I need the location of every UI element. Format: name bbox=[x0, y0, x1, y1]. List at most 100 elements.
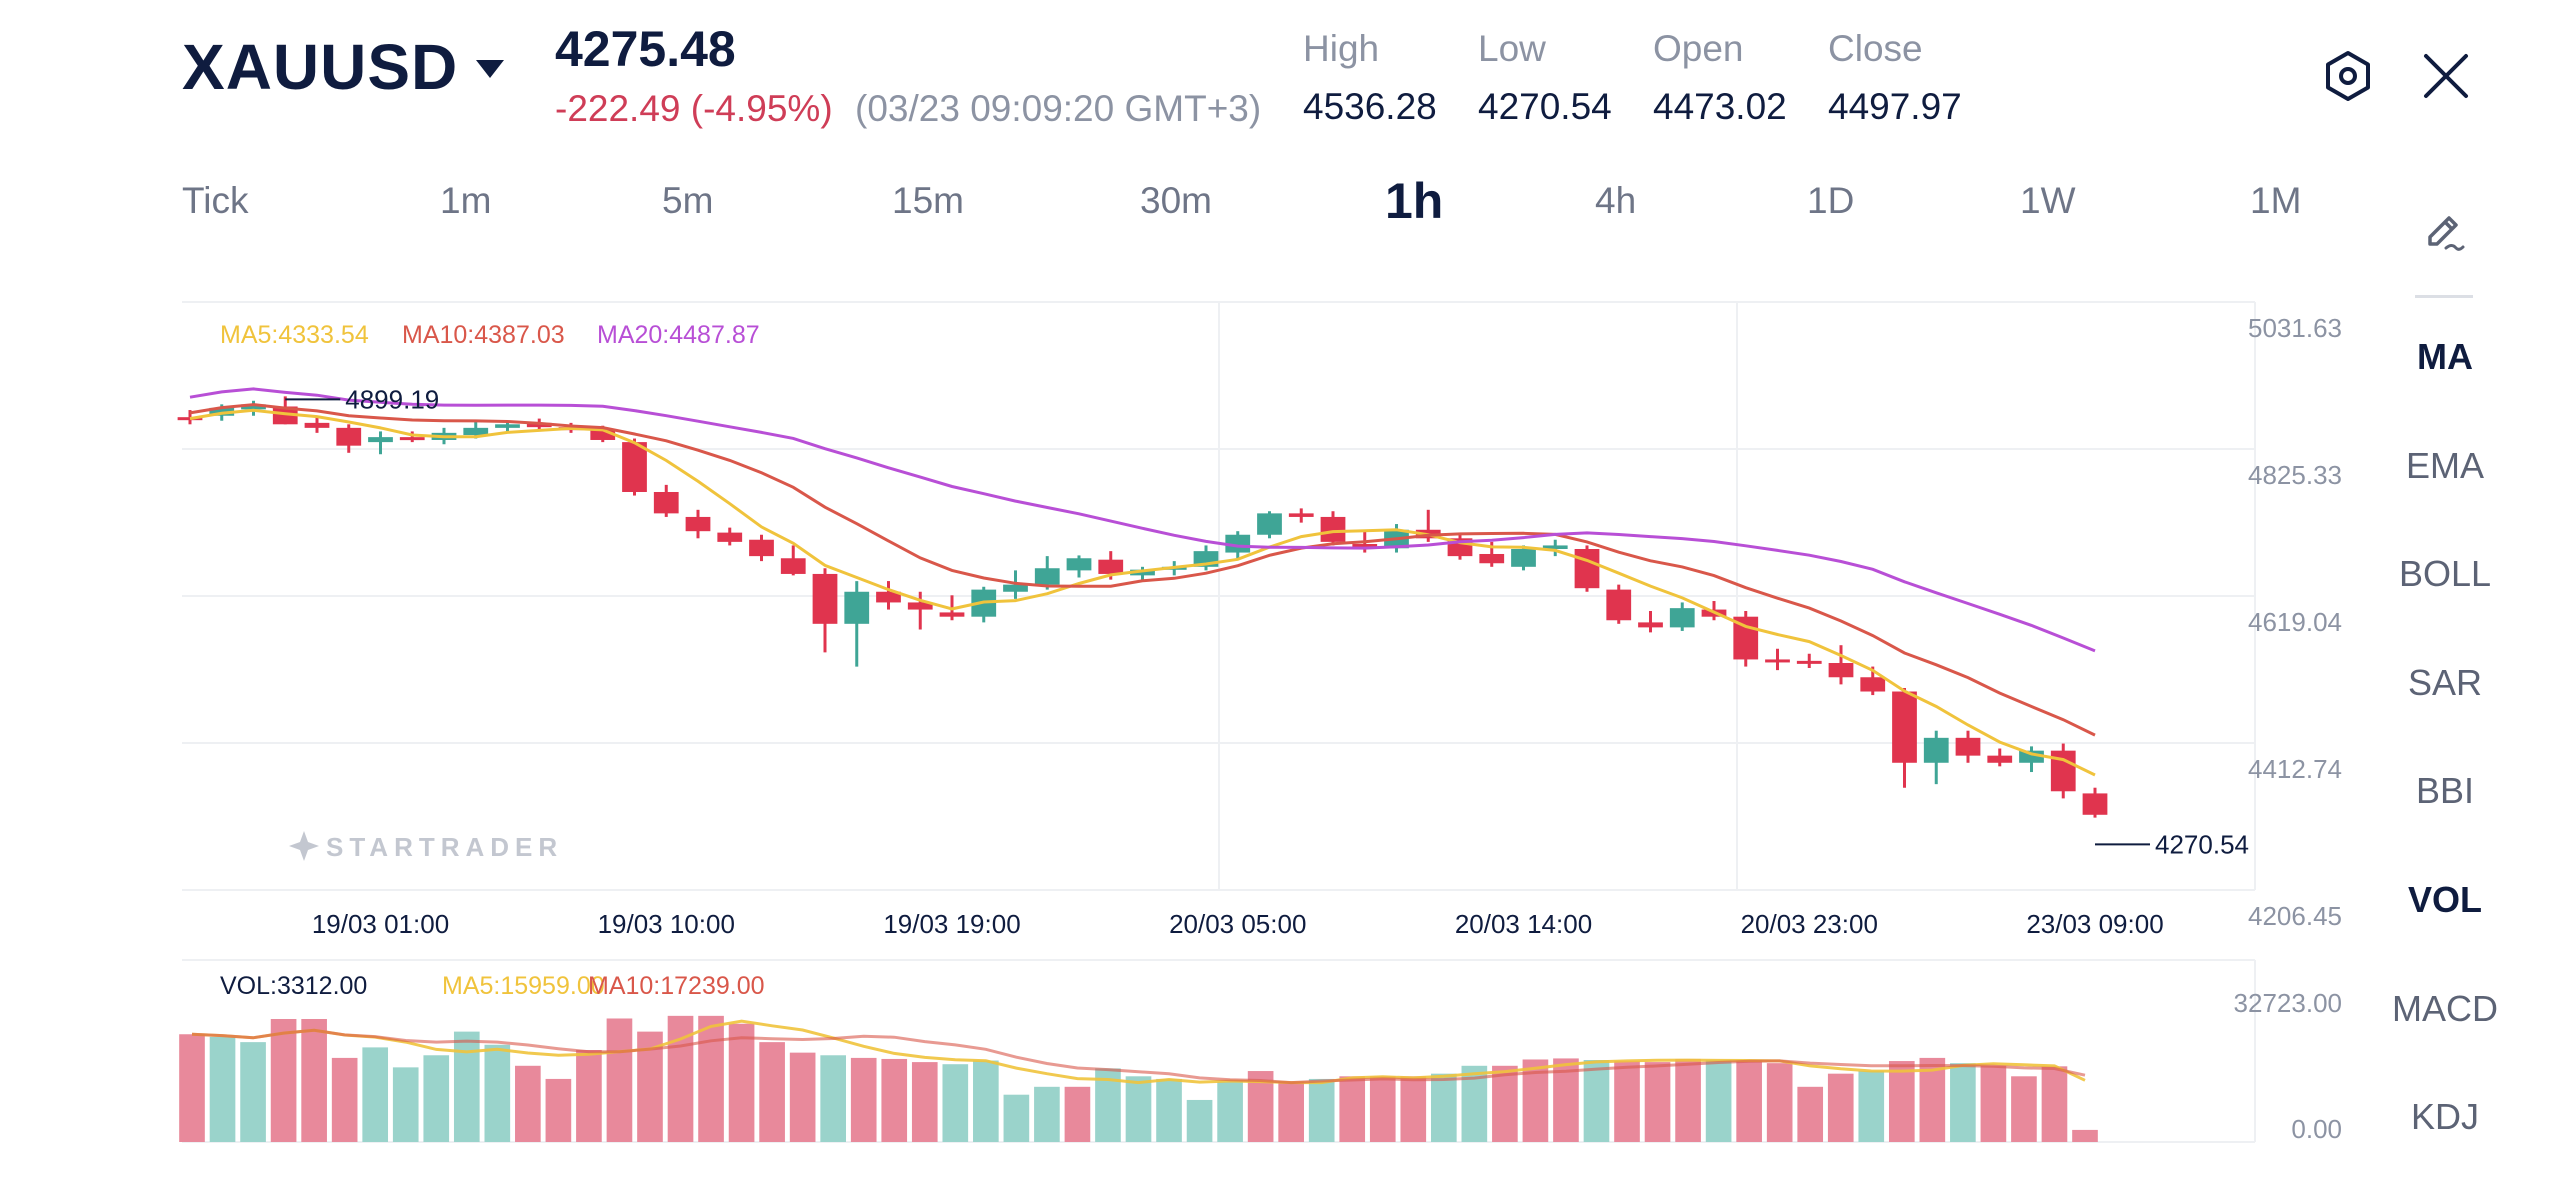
close-icon[interactable] bbox=[2422, 52, 2470, 100]
candle-body bbox=[1034, 568, 1060, 585]
volume-bar bbox=[1736, 1060, 1762, 1142]
volume-axis: 32723.00 0.00 bbox=[2234, 988, 2342, 1144]
tab-4h[interactable]: 4h bbox=[1595, 180, 1637, 221]
volume-bar bbox=[759, 1042, 785, 1142]
volume-bar bbox=[423, 1055, 450, 1142]
volume-bar bbox=[1583, 1060, 1610, 1142]
volume-bar bbox=[1339, 1076, 1366, 1142]
volume-bar bbox=[1614, 1061, 1640, 1142]
candle-body bbox=[336, 427, 362, 446]
candle-body bbox=[1098, 559, 1124, 574]
volume-bar bbox=[1400, 1076, 1427, 1142]
tab-1w[interactable]: 1W bbox=[2020, 180, 2076, 221]
indicator-ma[interactable]: MA bbox=[2417, 336, 2473, 377]
volume-bar bbox=[973, 1060, 999, 1142]
volume-bar bbox=[1034, 1086, 1060, 1142]
volume-bar bbox=[1125, 1076, 1152, 1142]
legend-vol-ma5: MA5:15959.00 bbox=[442, 972, 605, 1000]
tab-1mo[interactable]: 1M bbox=[2250, 180, 2302, 221]
volume-bar bbox=[606, 1018, 633, 1142]
volume-bar bbox=[1186, 1099, 1213, 1142]
candle-body bbox=[1765, 659, 1790, 663]
max-label: 4899.19 bbox=[345, 384, 439, 414]
price-tick-label: 4619.04 bbox=[2248, 607, 2342, 637]
legend-vol-ma10: MA10:17239.00 bbox=[588, 972, 765, 1000]
time-tick-label: 20/03 23:00 bbox=[1741, 909, 1878, 939]
tab-15m[interactable]: 15m bbox=[892, 180, 964, 221]
tab-1h[interactable]: 1h bbox=[1385, 173, 1444, 229]
volume-bar bbox=[1308, 1078, 1335, 1142]
volume-bar bbox=[209, 1036, 236, 1142]
volume-bar bbox=[850, 1057, 877, 1142]
stat-high-label: High bbox=[1303, 28, 1380, 69]
volume-bar bbox=[1888, 1061, 1915, 1142]
tab-30m[interactable]: 30m bbox=[1140, 180, 1212, 221]
candle-body bbox=[1638, 622, 1663, 628]
volume-bar bbox=[1919, 1057, 1946, 1142]
current-price: 4275.48 bbox=[555, 21, 736, 77]
indicator-sar[interactable]: SAR bbox=[2407, 662, 2483, 703]
settings-icon[interactable] bbox=[2322, 50, 2374, 102]
indicator-bbi[interactable]: BBI bbox=[2415, 770, 2475, 811]
draw-pencil-icon[interactable] bbox=[2422, 210, 2466, 254]
candle-body bbox=[1288, 513, 1314, 517]
ma10-line bbox=[189, 403, 2096, 737]
candle-body bbox=[622, 442, 647, 492]
volume-bar bbox=[1156, 1078, 1182, 1142]
indicator-macd[interactable]: MACD bbox=[2392, 988, 2498, 1029]
candle-body bbox=[1130, 569, 1155, 576]
price-tick-label: 5031.63 bbox=[2248, 313, 2342, 343]
indicator-ema[interactable]: EMA bbox=[2405, 445, 2484, 486]
candles bbox=[177, 396, 2108, 818]
candle-body bbox=[2082, 793, 2108, 815]
volume-bar bbox=[789, 1052, 816, 1142]
volume-bar bbox=[698, 1015, 724, 1142]
volume-bar bbox=[1064, 1086, 1091, 1142]
indicator-boll[interactable]: BOLL bbox=[2398, 553, 2492, 594]
price-tick-label: 4412.74 bbox=[2248, 754, 2342, 784]
sidebar-divider bbox=[2415, 295, 2473, 298]
volume-bar bbox=[576, 1050, 602, 1142]
volume-bar bbox=[1858, 1071, 1885, 1142]
tab-tick[interactable]: Tick bbox=[182, 180, 249, 221]
volume-bar bbox=[484, 1044, 511, 1142]
symbol-name: XAUUSD bbox=[182, 31, 459, 103]
candle-body bbox=[1352, 544, 1378, 548]
indicator-kdj[interactable]: KDJ bbox=[2410, 1096, 2479, 1137]
stat-close-label: Close bbox=[1828, 28, 1923, 69]
symbol-selector[interactable]: XAUUSD bbox=[182, 30, 505, 104]
candle-body bbox=[1003, 584, 1028, 592]
star-icon bbox=[289, 831, 319, 861]
candle-body bbox=[463, 427, 489, 435]
time-tick-label: 20/03 14:00 bbox=[1455, 909, 1592, 939]
price-tick-label: 4825.33 bbox=[2248, 460, 2342, 490]
caret-down-icon bbox=[476, 60, 505, 78]
candle-body bbox=[717, 532, 743, 542]
tab-1d[interactable]: 1D bbox=[1807, 180, 1855, 221]
candle-body bbox=[1923, 737, 1949, 763]
volume-bar bbox=[1278, 1081, 1304, 1142]
volume-bar bbox=[911, 1062, 938, 1142]
candle-body bbox=[1955, 737, 1981, 756]
time-tick-label: 19/03 01:00 bbox=[312, 909, 449, 939]
min-label: 4270.54 bbox=[2155, 829, 2249, 859]
tab-5m[interactable]: 5m bbox=[662, 180, 714, 221]
indicator-vol[interactable]: VOL bbox=[2407, 879, 2482, 920]
legend-ma20: MA20:4487.87 bbox=[597, 321, 760, 349]
volume-ma-lines bbox=[191, 1019, 2086, 1085]
time-tick-label: 20/03 05:00 bbox=[1169, 909, 1306, 939]
volume-bar bbox=[2011, 1076, 2037, 1142]
candle-body bbox=[1606, 589, 1632, 621]
volume-bar bbox=[453, 1031, 480, 1142]
volume-bar bbox=[820, 1055, 847, 1142]
candle-body bbox=[241, 404, 266, 410]
candle-body bbox=[1892, 691, 1917, 763]
candle-body bbox=[1987, 755, 2013, 763]
candle-body bbox=[876, 591, 901, 603]
volume-bar bbox=[362, 1047, 389, 1142]
watermark: STARTRADER bbox=[289, 831, 563, 862]
tab-1m[interactable]: 1m bbox=[440, 180, 492, 221]
candle-body bbox=[399, 437, 425, 441]
watermark-text: STARTRADER bbox=[326, 832, 563, 862]
